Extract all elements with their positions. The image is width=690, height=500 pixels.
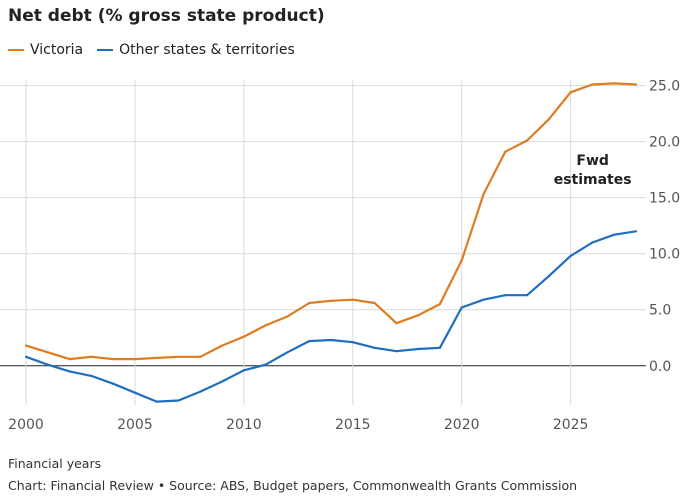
- x-tick-label-4: 2020: [444, 417, 480, 433]
- data-point-s1-1: [46, 363, 49, 366]
- chart-title: Net debt (% gross state product): [8, 6, 325, 26]
- data-point-s0-13: [308, 301, 311, 305]
- data-point-s0-23: [525, 139, 529, 142]
- data-point-s0-15: [351, 298, 354, 301]
- data-point-s1-2: [68, 370, 71, 373]
- data-point-s0-27: [613, 82, 616, 85]
- x-axis-title: Financial years: [8, 456, 102, 471]
- data-point-s0-0: [24, 344, 28, 347]
- data-point-s0-4: [112, 357, 115, 361]
- x-tick-label-1: 2005: [117, 417, 153, 433]
- y-tick-label-1: 5.0: [649, 303, 671, 319]
- legend-label-other-states: Other states & territories: [119, 42, 295, 58]
- legend-swatch-other-states: [97, 49, 114, 51]
- y-tick-label-4: 20.0: [649, 135, 680, 151]
- data-point-s1-4: [112, 382, 115, 385]
- y-tick-label-5: 25.0: [649, 79, 680, 95]
- chart-source: Chart: Financial Review • Source: ABS, B…: [8, 478, 578, 493]
- data-point-s0-12: [286, 315, 289, 318]
- data-point-s0-7: [177, 355, 180, 358]
- annotation-line-2: estimates: [554, 172, 632, 188]
- x-tick-label-5: 2025: [553, 417, 589, 433]
- legend-item-victoria: Victoria: [8, 42, 83, 58]
- data-point-s0-14: [329, 299, 333, 302]
- data-point-s1-14: [329, 338, 333, 342]
- chart-legend: Victoria Other states & territories: [8, 42, 295, 58]
- x-tick-label-0: 2000: [8, 417, 44, 433]
- data-point-s1-0: [24, 355, 28, 358]
- data-point-s1-9: [220, 380, 224, 383]
- data-point-s0-22: [504, 150, 507, 153]
- data-point-s0-5: [133, 357, 137, 361]
- data-point-s0-17: [395, 322, 398, 325]
- data-point-s1-15: [351, 341, 354, 344]
- data-point-s1-25: [569, 254, 572, 258]
- data-point-s0-8: [199, 355, 202, 358]
- data-point-s1-19: [438, 346, 442, 349]
- data-point-s0-28: [634, 83, 638, 86]
- annotation-line-1: Fwd: [576, 153, 609, 169]
- data-point-s0-1: [46, 351, 49, 354]
- data-point-s1-27: [613, 233, 616, 236]
- data-point-s0-10: [242, 335, 245, 338]
- data-point-s0-24: [547, 118, 550, 121]
- data-point-s1-20: [460, 306, 463, 309]
- data-point-s1-5: [133, 391, 137, 394]
- data-point-s0-20: [460, 259, 463, 262]
- data-point-s0-11: [264, 324, 267, 327]
- data-point-s1-16: [373, 346, 376, 349]
- data-point-s1-3: [90, 374, 93, 377]
- legend-label-victoria: Victoria: [30, 42, 84, 58]
- data-point-s0-18: [417, 314, 420, 317]
- data-point-s1-22: [504, 294, 507, 297]
- data-point-s1-18: [417, 347, 420, 351]
- data-point-s1-23: [525, 294, 529, 297]
- y-tick-label-3: 15.0: [649, 191, 680, 207]
- data-point-s0-2: [68, 357, 71, 361]
- data-point-s1-10: [242, 369, 245, 372]
- x-tick-label-3: 2015: [335, 417, 371, 433]
- data-point-s0-21: [482, 193, 485, 196]
- data-point-s0-19: [438, 303, 442, 306]
- series-line-1: [25, 230, 637, 403]
- data-point-s1-6: [155, 400, 158, 403]
- data-point-s1-13: [308, 340, 311, 343]
- series-line-0: [25, 82, 637, 361]
- data-point-s1-26: [591, 241, 594, 244]
- x-tick-label-2: 2010: [226, 417, 262, 433]
- data-point-s1-17: [395, 350, 398, 353]
- data-point-s1-21: [482, 298, 485, 301]
- data-point-s0-3: [90, 355, 93, 358]
- y-tick-label-2: 10.0: [649, 247, 680, 263]
- data-point-s0-16: [373, 301, 376, 305]
- data-point-s0-6: [155, 356, 158, 360]
- data-point-s1-8: [199, 390, 202, 393]
- data-point-s1-28: [634, 230, 638, 233]
- data-point-s0-25: [569, 91, 572, 94]
- data-point-s0-26: [591, 83, 594, 86]
- legend-swatch-victoria: [8, 49, 24, 51]
- data-point-s1-11: [264, 363, 267, 366]
- data-point-s0-9: [220, 344, 224, 347]
- data-point-s1-12: [286, 351, 289, 354]
- data-point-s1-7: [177, 399, 180, 402]
- data-point-s1-24: [547, 275, 550, 278]
- legend-item-other-states: Other states & territories: [97, 42, 295, 58]
- y-tick-label-0: 0.0: [649, 359, 671, 375]
